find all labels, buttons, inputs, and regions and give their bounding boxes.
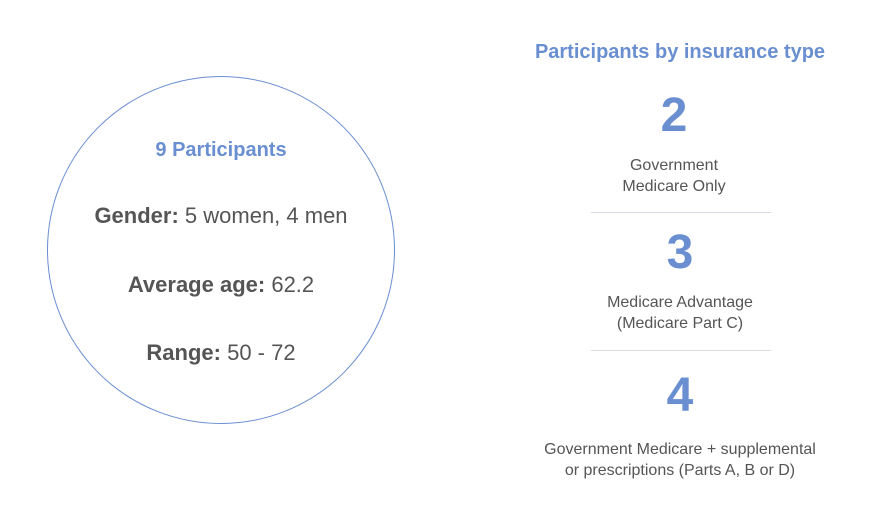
insurance-type-title: Participants by insurance type — [534, 41, 826, 63]
average-age-label: Average age: — [127, 272, 266, 297]
medicare-advantage-description: Medicare Advantage (Medicare Part C) — [480, 292, 880, 334]
gender-value: 5 women, 4 men — [178, 203, 348, 228]
medicare-only-line-2: Medicare Only — [622, 178, 726, 195]
age-range-stat: Range: 50 - 72 — [47, 340, 395, 366]
gender-stat: Gender: 5 women, 4 men — [47, 203, 395, 229]
medicare-only-description: Government Medicare Only — [474, 155, 874, 197]
medicare-advantage-count: 3 — [666, 226, 694, 279]
supplemental-line-1: Government Medicare + supplemental — [544, 441, 816, 458]
supplemental-line-2: or prescriptions (Parts A, B or D) — [564, 462, 796, 479]
medicare-only-line-1: Government — [629, 157, 719, 174]
average-age-value: 62.2 — [265, 272, 315, 297]
medicare-only-count: 2 — [660, 89, 688, 142]
participants-count-title: 9 Participants — [155, 139, 287, 161]
medicare-advantage-line-1: Medicare Advantage — [607, 294, 753, 311]
supplemental-count: 4 — [666, 369, 694, 422]
age-range-label: Range: — [146, 340, 221, 365]
age-range-value: 50 - 72 — [220, 340, 296, 365]
section-divider — [591, 212, 771, 213]
supplemental-description: Government Medicare + supplemental or pr… — [480, 439, 880, 481]
medicare-advantage-line-2: (Medicare Part C) — [616, 315, 744, 332]
section-divider — [591, 350, 771, 351]
average-age-stat: Average age: 62.2 — [47, 272, 395, 298]
participants-summary-circle — [47, 76, 395, 424]
gender-label: Gender: — [94, 203, 179, 228]
